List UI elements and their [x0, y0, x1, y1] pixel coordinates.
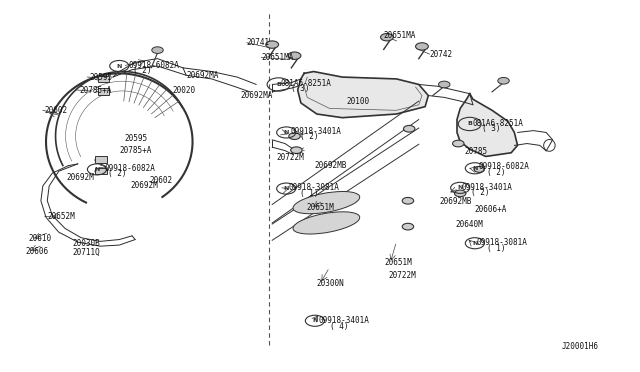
Circle shape	[402, 223, 413, 230]
Text: N: N	[312, 318, 317, 323]
Text: 20692M: 20692M	[130, 182, 158, 190]
Circle shape	[99, 76, 108, 82]
FancyBboxPatch shape	[95, 167, 106, 174]
Text: ( 3): ( 3)	[483, 124, 501, 133]
Circle shape	[288, 52, 301, 60]
Text: 20742: 20742	[429, 50, 452, 59]
Text: N: N	[472, 241, 477, 246]
Circle shape	[498, 77, 509, 84]
Text: 20692M: 20692M	[67, 173, 94, 182]
Text: 09918-6082A: 09918-6082A	[129, 61, 180, 70]
Circle shape	[99, 89, 108, 95]
Text: 20602: 20602	[149, 176, 172, 185]
Circle shape	[452, 140, 464, 147]
Text: N: N	[472, 166, 477, 171]
Circle shape	[454, 190, 466, 197]
Text: 20711Q: 20711Q	[73, 248, 100, 257]
Text: ( 2): ( 2)	[487, 168, 506, 177]
Circle shape	[415, 43, 428, 50]
Text: ( 1): ( 1)	[487, 244, 506, 253]
Text: N: N	[458, 185, 463, 190]
Circle shape	[266, 41, 278, 48]
Text: 09918-3081A: 09918-3081A	[288, 183, 339, 192]
FancyBboxPatch shape	[98, 76, 109, 82]
Circle shape	[152, 47, 163, 54]
Ellipse shape	[293, 192, 360, 214]
Text: 20595: 20595	[124, 134, 147, 142]
Text: 09918-6082A: 09918-6082A	[479, 162, 529, 171]
Circle shape	[291, 147, 302, 154]
Text: 20606+A: 20606+A	[475, 205, 508, 214]
Text: N: N	[94, 167, 100, 172]
Text: B: B	[276, 82, 281, 87]
Text: 20722M: 20722M	[388, 271, 416, 280]
Text: 20692MA: 20692MA	[241, 91, 273, 100]
Circle shape	[381, 33, 394, 41]
Text: ( 2): ( 2)	[300, 132, 318, 141]
Polygon shape	[457, 94, 518, 157]
Circle shape	[289, 133, 300, 140]
Ellipse shape	[293, 212, 360, 234]
Text: 20100: 20100	[346, 97, 369, 106]
Text: 09918-3401A: 09918-3401A	[290, 127, 341, 136]
Text: J20001H6: J20001H6	[562, 342, 599, 351]
Text: 20785+A: 20785+A	[119, 146, 152, 155]
Circle shape	[403, 125, 415, 132]
Circle shape	[438, 81, 450, 88]
Text: 20652M: 20652M	[47, 212, 75, 221]
Text: N: N	[116, 64, 122, 68]
Text: 20640M: 20640M	[455, 219, 483, 228]
Text: 20595: 20595	[90, 73, 113, 81]
Text: 20300N: 20300N	[317, 279, 344, 288]
Text: ( 2): ( 2)	[133, 66, 152, 75]
Circle shape	[95, 157, 105, 163]
Text: 20692MB: 20692MB	[315, 161, 348, 170]
Text: ( 2): ( 2)	[471, 188, 490, 197]
FancyBboxPatch shape	[95, 157, 106, 163]
Text: ( 4): ( 4)	[330, 322, 349, 331]
Text: 20651MA: 20651MA	[261, 53, 294, 62]
Text: 20785+A: 20785+A	[79, 86, 111, 94]
Text: 20651M: 20651M	[306, 203, 333, 212]
Circle shape	[474, 166, 484, 172]
Text: 20651MA: 20651MA	[384, 31, 416, 40]
Text: 20610: 20610	[28, 234, 51, 243]
Text: N: N	[284, 186, 289, 191]
Text: 09918-3401A: 09918-3401A	[319, 316, 370, 325]
Text: 09918-3081A: 09918-3081A	[476, 238, 527, 247]
Text: 20692MB: 20692MB	[440, 198, 472, 206]
Circle shape	[95, 168, 105, 174]
Text: 20741: 20741	[246, 38, 270, 47]
Text: 20606: 20606	[25, 247, 48, 256]
Text: 09918-6082A: 09918-6082A	[104, 164, 156, 173]
Text: 20692MA: 20692MA	[186, 71, 218, 80]
Text: ( 1): ( 1)	[300, 189, 318, 198]
Text: 20651M: 20651M	[385, 258, 412, 267]
Text: N: N	[284, 130, 289, 135]
Text: 20020: 20020	[172, 86, 195, 94]
Text: 09918-3401A: 09918-3401A	[461, 183, 513, 192]
Text: 081A6-8251A: 081A6-8251A	[473, 119, 524, 128]
Text: 20602: 20602	[44, 106, 67, 115]
Text: ( 2): ( 2)	[108, 169, 127, 178]
Text: 20030B: 20030B	[73, 239, 100, 248]
Text: 20785: 20785	[465, 147, 488, 156]
Circle shape	[402, 198, 413, 204]
Text: ( 3): ( 3)	[291, 84, 310, 93]
Text: B: B	[467, 122, 472, 126]
FancyBboxPatch shape	[98, 88, 109, 95]
Polygon shape	[298, 71, 428, 118]
Text: 20722M: 20722M	[276, 153, 305, 162]
Text: 081A6-8251A: 081A6-8251A	[280, 79, 332, 88]
